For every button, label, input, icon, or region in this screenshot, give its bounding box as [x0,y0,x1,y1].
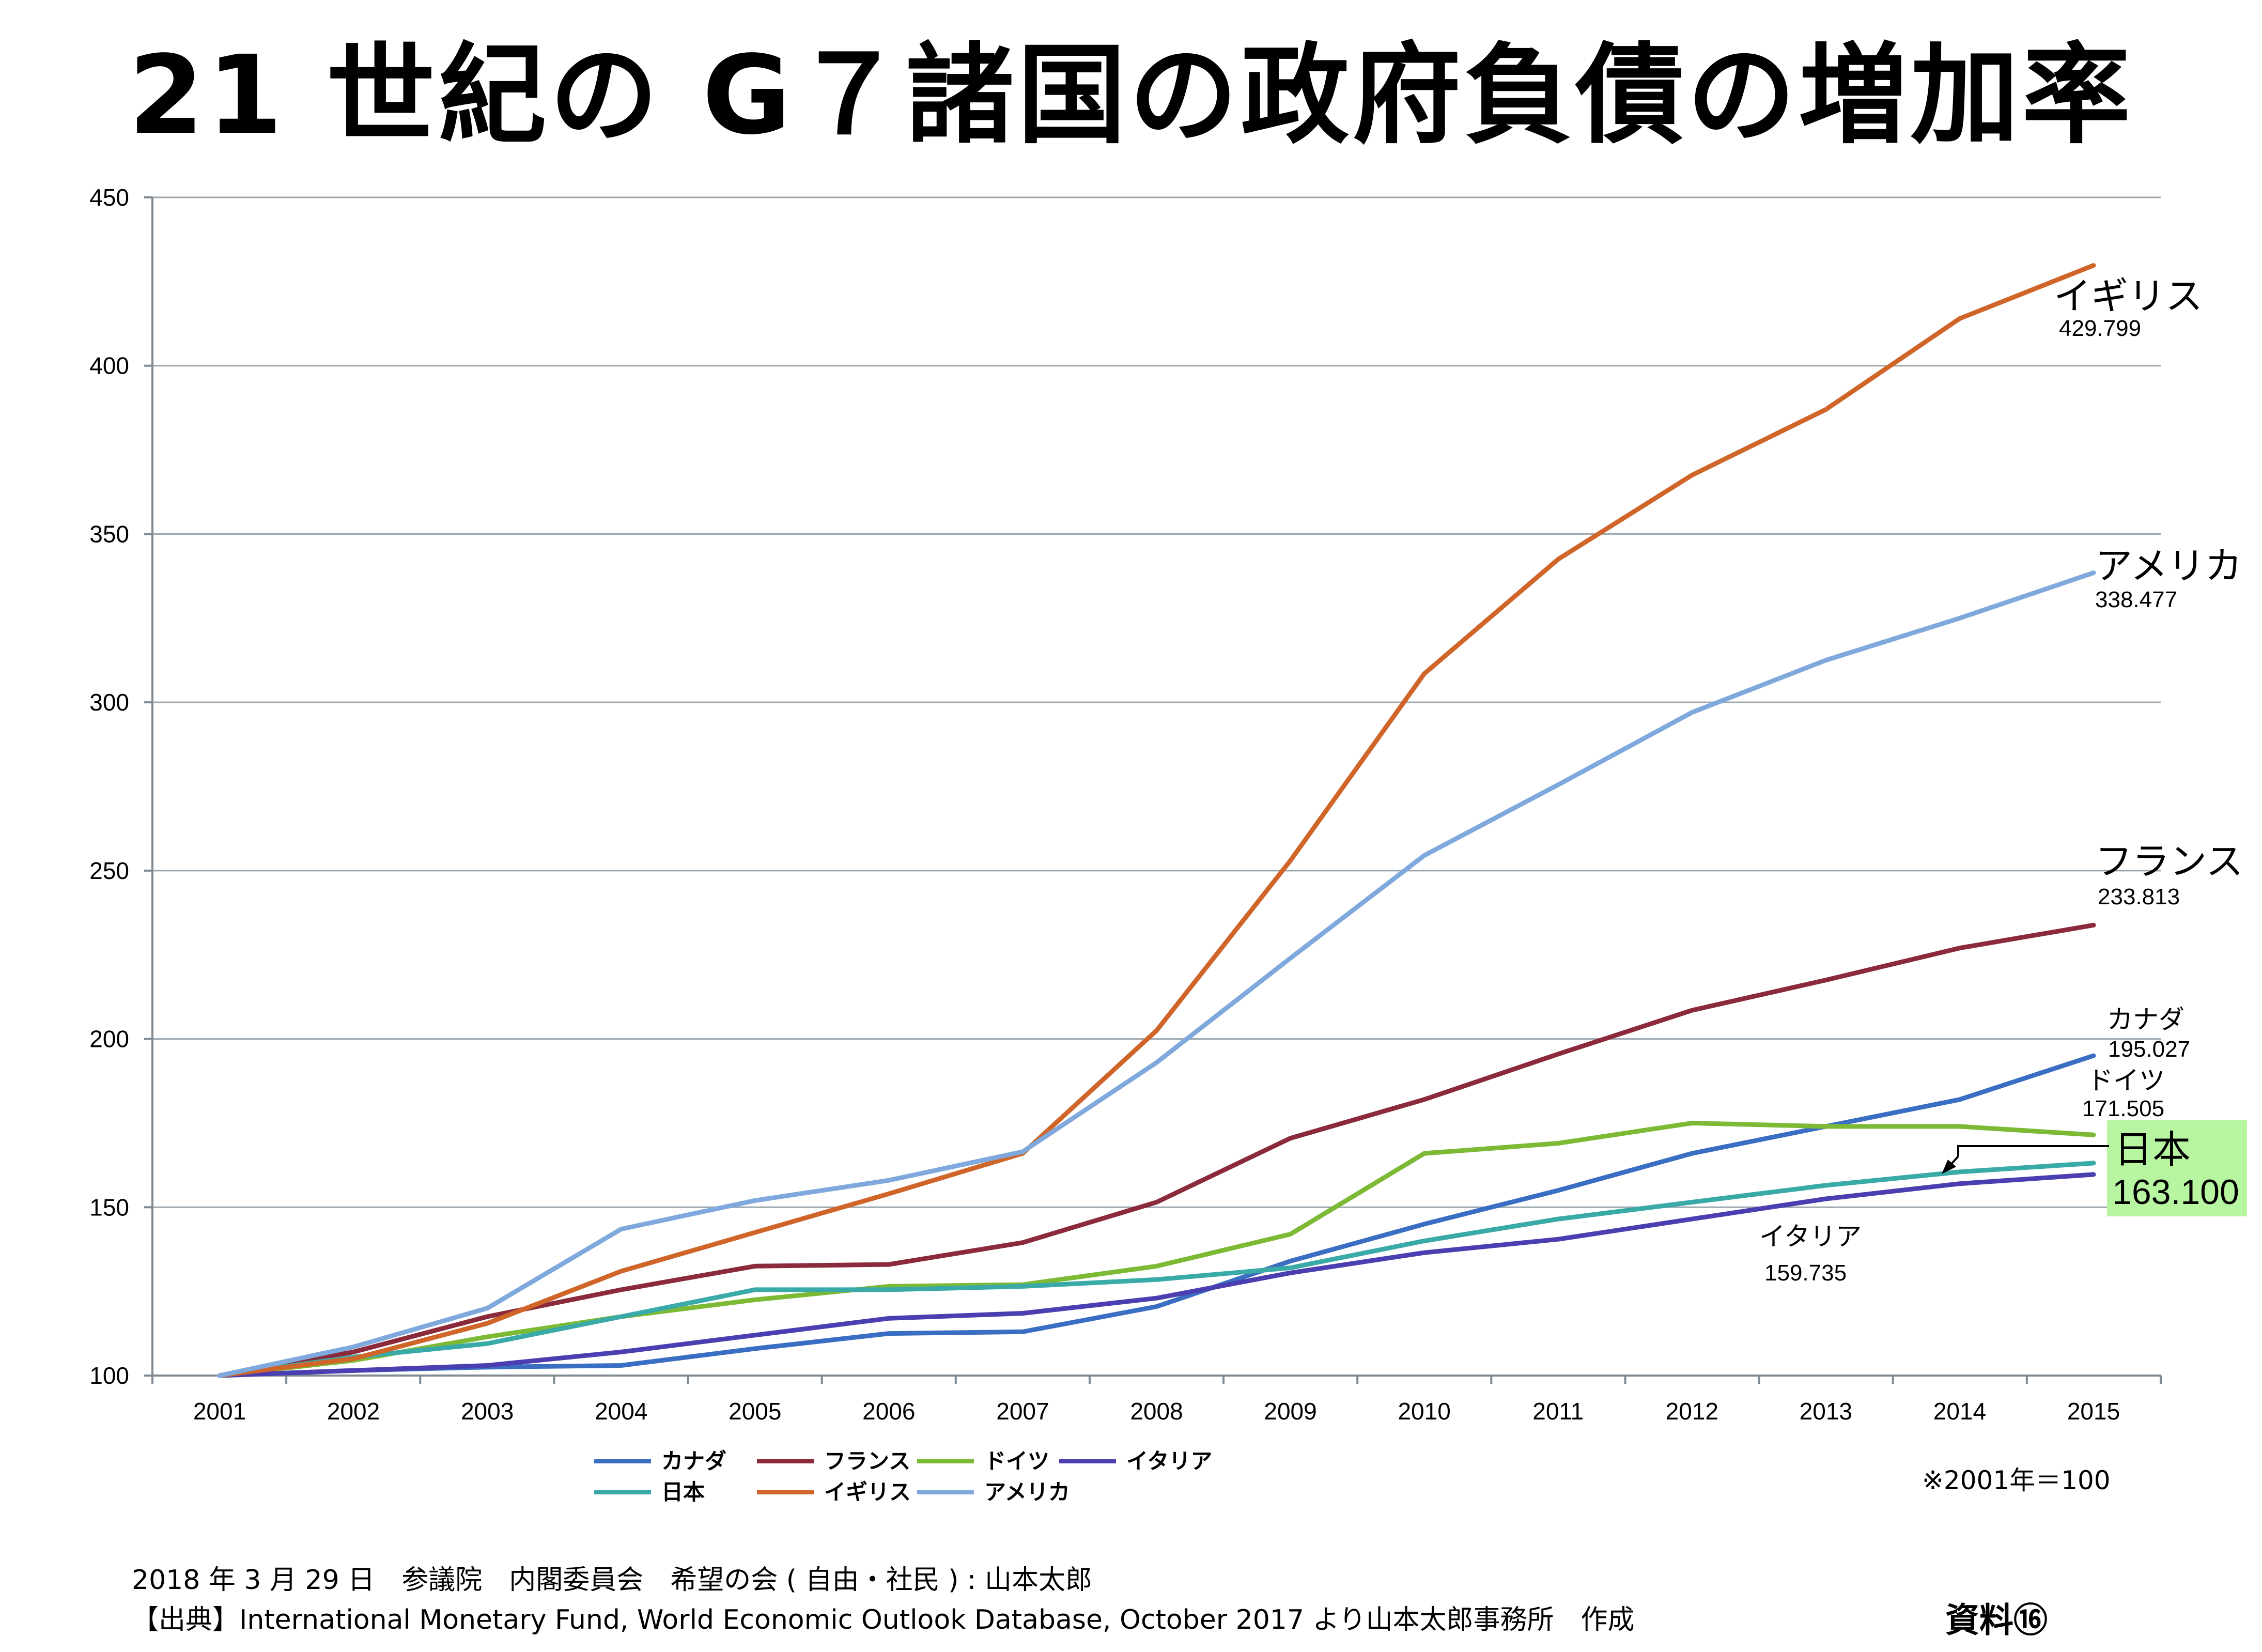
legend-label-フランス: フランス [824,1448,910,1474]
x-tick-label: 2003 [461,1398,514,1425]
end-label-value-ドイツ: 171.505 [2082,1096,2164,1121]
end-label-value-アメリカ: 338.477 [2095,587,2177,612]
base-note: ※2001年＝100 [1922,1465,2111,1495]
x-tick-label: 2012 [1666,1398,1718,1425]
japan-arrow-head [1942,1160,1956,1174]
document-label: 資料⑯ [1945,1600,2048,1640]
end-label-name-アメリカ: アメリカ [2095,544,2242,588]
japan-arrow-line [1957,1145,2109,1156]
x-tick-label: 2006 [862,1398,915,1425]
end-label-name-カナダ: カナダ [2107,1005,2184,1035]
x-tick-label: 2009 [1264,1398,1316,1425]
end-label-name-イギリス: イギリス [2054,274,2203,318]
end-label-value-日本: 163.100 [2112,1172,2239,1212]
end-label-value-イタリア: 159.735 [1764,1260,1847,1286]
y-tick-label: 300 [89,689,129,716]
legend-label-イギリス: イギリス [824,1479,911,1505]
y-tick-label: 200 [89,1026,129,1053]
y-tick-label: 250 [89,857,129,884]
japan-highlight-box [2107,1120,2247,1216]
series-line-ドイツ [217,1120,2096,1378]
end-label-name-日本: 日本 [2114,1128,2191,1172]
x-tick-label: 2007 [996,1398,1049,1425]
source-line: 【出典】International Monetary Fund, World E… [132,1604,1635,1635]
x-tick-label: 2015 [2067,1398,2120,1425]
credit-line: 2018 年 3 月 29 日 参議院 内閣委員会 希望の会 ( 自由・社民 )… [132,1565,1092,1596]
y-tick-label: 100 [89,1362,129,1389]
end-label-value-カナダ: 195.027 [2108,1037,2190,1062]
y-tick-label: 400 [89,352,129,379]
series-line-イギリス [217,263,2096,1378]
legend-label-カナダ: カナダ [661,1448,726,1474]
legend-label-イタリア: イタリア [1126,1448,1212,1474]
end-label-value-フランス: 233.813 [2098,884,2180,909]
end-label-name-ドイツ: ドイツ [2087,1066,2165,1095]
x-tick-label: 2001 [193,1398,246,1425]
legend-label-ドイツ: ドイツ [984,1448,1049,1474]
x-tick-label: 2002 [327,1398,380,1425]
axes: 100 150 200 250 300 350 400 450 2001 2002 2003 2004… [89,184,2162,1425]
legend-label-アメリカ: アメリカ [984,1479,1070,1505]
series-line-イタリア [217,1172,2096,1378]
grid-lines [152,196,2161,1208]
page-title: 21 世紀の G７諸国の政府負債の増加率 [128,32,2134,159]
x-tick-label: 2005 [729,1398,781,1425]
x-tick-label: 2010 [1398,1398,1450,1425]
end-label-name-イタリア: イタリア [1759,1222,1862,1252]
x-tick-label: 2008 [1130,1398,1183,1425]
x-tick-label: 2011 [1532,1398,1584,1425]
series-line-アメリカ [217,570,2096,1378]
y-tick-label: 450 [89,184,129,211]
y-tick-label: 150 [89,1194,129,1221]
series-line-カナダ [217,1053,2096,1378]
legend-label-日本: 日本 [661,1479,705,1505]
y-tick-label: 350 [89,520,129,547]
series-lines [217,263,2096,1378]
x-tick-label: 2004 [595,1398,647,1425]
series-line-日本 [217,1161,2096,1378]
x-tick-label: 2013 [1800,1398,1852,1425]
x-tick-label: 2014 [1933,1398,1986,1425]
end-label-name-フランス: フランス [2095,840,2243,883]
end-label-value-イギリス: 429.799 [2059,316,2141,341]
